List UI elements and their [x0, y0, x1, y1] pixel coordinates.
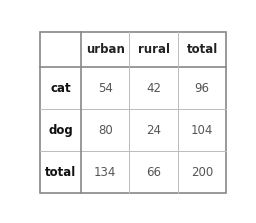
Text: dog: dog — [48, 124, 73, 137]
Text: urban: urban — [86, 43, 125, 56]
Text: 80: 80 — [98, 124, 113, 137]
Text: 134: 134 — [94, 166, 116, 179]
Text: cat: cat — [50, 82, 71, 95]
Text: total: total — [187, 43, 218, 56]
Text: 54: 54 — [98, 82, 113, 95]
Text: 104: 104 — [191, 124, 213, 137]
Text: 66: 66 — [146, 166, 161, 179]
Text: 200: 200 — [191, 166, 213, 179]
Text: rural: rural — [138, 43, 170, 56]
Text: 96: 96 — [195, 82, 210, 95]
Text: total: total — [45, 166, 76, 179]
Text: 42: 42 — [146, 82, 161, 95]
Text: 24: 24 — [146, 124, 161, 137]
